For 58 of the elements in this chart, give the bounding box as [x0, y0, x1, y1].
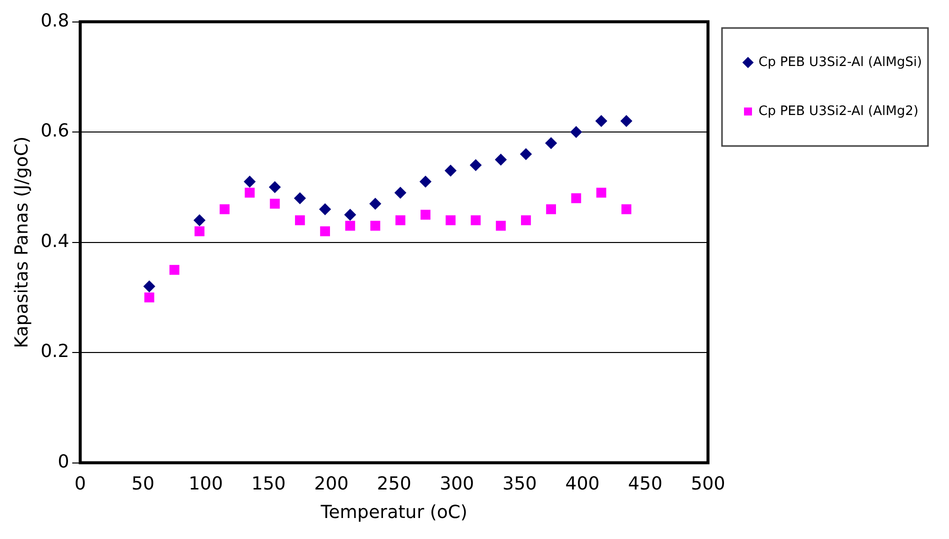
point [520, 215, 531, 226]
x-tick-label: 350 [502, 473, 537, 494]
point [320, 226, 330, 236]
x-tick-label: 200 [314, 473, 349, 494]
point [546, 204, 556, 214]
x-tick-label: 250 [376, 473, 412, 494]
point [419, 176, 432, 188]
legend-label: Cp PEB U3Si2-Al (AlMg2) [758, 104, 918, 119]
x-tick-label: 0 [74, 473, 86, 494]
point [169, 264, 180, 275]
x-tick-label: 500 [690, 473, 726, 494]
point [520, 148, 532, 160]
point [144, 292, 154, 302]
y-tick-label: 0 [58, 451, 70, 472]
y-tick-label: 0.6 [40, 120, 70, 142]
point [344, 208, 356, 221]
point [444, 164, 457, 177]
point [595, 115, 608, 128]
point [345, 220, 356, 231]
point [571, 193, 582, 204]
point [244, 188, 255, 198]
point [620, 115, 632, 128]
point [494, 154, 507, 166]
point [470, 159, 482, 172]
x-axis-title: Temperatur (oC) [320, 502, 468, 523]
y-tick-label: 0.8 [40, 10, 70, 32]
point [496, 220, 506, 231]
point [470, 215, 481, 226]
y-tick-label: 0.2 [40, 341, 70, 362]
point [570, 126, 582, 138]
point [194, 214, 206, 226]
point [294, 215, 305, 226]
point [244, 176, 256, 188]
point [621, 204, 632, 214]
x-tick-label: 50 [132, 473, 154, 494]
point [369, 198, 382, 210]
point [446, 215, 456, 226]
point [220, 204, 230, 214]
point [319, 203, 332, 216]
x-tick-label: 100 [188, 473, 223, 494]
point [194, 226, 204, 236]
point [294, 192, 306, 204]
x-tick-label: 400 [565, 473, 600, 494]
point [270, 198, 280, 209]
point [596, 188, 606, 198]
x-tick-label: 150 [251, 473, 286, 494]
x-tick-label: 450 [628, 473, 662, 494]
point [395, 215, 406, 226]
point [370, 220, 380, 231]
point [268, 181, 281, 194]
point [420, 210, 430, 220]
y-axis-title: Kapasitas Panas (J/goC) [11, 136, 32, 348]
x-tick-label: 300 [440, 473, 474, 494]
point [143, 280, 156, 292]
point [545, 137, 558, 150]
y-tick-label: 0.4 [40, 230, 70, 252]
point [394, 186, 406, 199]
legend-label: Cp PEB U3Si2-Al (AlMgSi) [758, 54, 922, 70]
